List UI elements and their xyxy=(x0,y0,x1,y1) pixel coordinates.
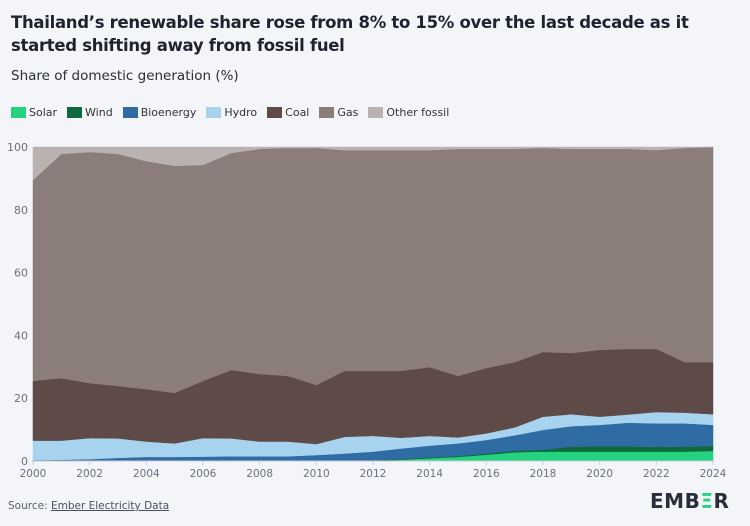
x-tick-label: 2000 xyxy=(20,468,47,480)
legend-swatch xyxy=(206,107,222,118)
x-tick-label: 2004 xyxy=(133,468,160,480)
legend-item-coal[interactable]: Coal xyxy=(267,106,309,119)
y-tick-label: 40 xyxy=(14,329,28,342)
legend-swatch xyxy=(122,107,138,118)
source-note: Source: Ember Electricity Data xyxy=(8,500,169,512)
legend-label: Other fossil xyxy=(386,106,450,119)
legend-item-solar[interactable]: Solar xyxy=(11,106,57,119)
legend-label: Hydro xyxy=(224,106,258,119)
legend-item-wind[interactable]: Wind xyxy=(67,106,113,119)
legend-swatch xyxy=(267,107,283,118)
x-tick-label: 2016 xyxy=(473,468,500,480)
x-tick-label: 2018 xyxy=(530,468,557,480)
source-link[interactable]: Ember Electricity Data xyxy=(50,500,170,512)
legend: Solar Wind Bioenergy Hydro Coal Gas Other foss… xyxy=(11,106,449,119)
legend-swatch xyxy=(67,107,83,118)
x-tick-label: 2010 xyxy=(303,468,330,480)
y-tick-label: 20 xyxy=(14,392,28,405)
area-other-fossil xyxy=(32,146,714,181)
legend-label: Wind xyxy=(85,106,113,119)
x-tick-label: 2008 xyxy=(246,468,273,480)
y-tick-label: 80 xyxy=(14,204,28,217)
source-prefix: Source: xyxy=(8,500,51,512)
legend-label: Gas xyxy=(337,106,359,119)
legend-item-hydro[interactable]: Hydro xyxy=(206,106,257,119)
legend-label: Coal xyxy=(285,106,310,119)
x-tick-label: 2020 xyxy=(586,468,613,480)
y-tick-label: 0 xyxy=(21,455,28,468)
legend-item-gas[interactable]: Gas xyxy=(319,106,358,119)
ember-logo: EMBΞR xyxy=(650,489,730,513)
x-tick-label: 2002 xyxy=(76,468,103,480)
x-tick-label: 2024 xyxy=(700,468,727,480)
chart-subtitle: Share of domestic generation (%) xyxy=(11,68,239,84)
legend-item-bioenergy[interactable]: Bioenergy xyxy=(122,106,197,119)
x-tick-label: 2014 xyxy=(416,468,443,480)
x-tick-label: 2012 xyxy=(360,468,387,480)
legend-item-other-fossil[interactable]: Other fossil xyxy=(368,106,449,119)
legend-swatch xyxy=(11,107,26,118)
legend-swatch xyxy=(368,107,384,118)
legend-label: Bioenergy xyxy=(140,106,197,119)
y-tick-label: 100 xyxy=(7,141,28,154)
chart-title: Thailand’s renewable share rose from 8% … xyxy=(11,13,689,55)
x-tick-label: 2022 xyxy=(643,468,670,480)
legend-swatch xyxy=(319,107,335,118)
legend-label: Solar xyxy=(29,106,58,119)
y-tick-label: 60 xyxy=(14,267,28,280)
x-tick-label: 2006 xyxy=(190,468,217,480)
